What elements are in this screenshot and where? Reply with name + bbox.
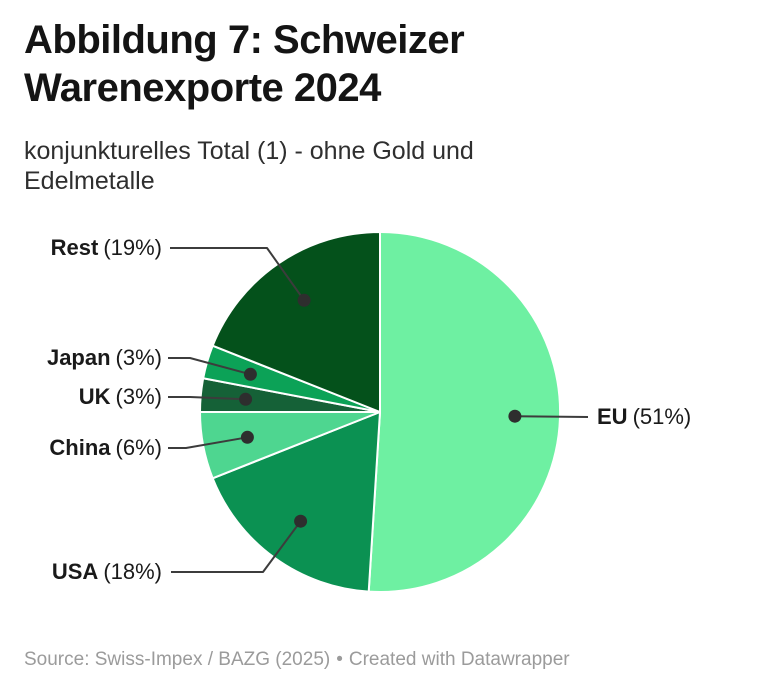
pie-label-china-pct: (6%) (115, 435, 162, 460)
connector-line-rest (170, 247, 305, 301)
footer-separator: • (336, 649, 343, 670)
connector-line-china (168, 436, 248, 449)
datawrapper-attribution-link[interactable]: Created with Datawrapper (348, 649, 570, 670)
anchor-dot-china (240, 430, 254, 444)
pie-label-usa: USA (18%) (52, 558, 162, 586)
pie-label-eu: EU (51%) (597, 403, 691, 431)
connector-line-usa (171, 520, 302, 573)
pie-label-rest-name: Rest (50, 235, 99, 260)
connector-line-uk (168, 396, 246, 401)
pie-label-japan-pct: (3%) (115, 345, 162, 370)
chart-footer: Source: Swiss-Impex / BAZG (2025) • Create… (24, 648, 570, 672)
pie-label-uk-name: UK (78, 384, 111, 409)
pie-slice-eu[interactable] (367, 231, 561, 593)
chart-subtitle: konjunkturelles Total (1) - ohne Gold un… (24, 137, 474, 195)
pie-label-japan: Japan (3%) (47, 344, 162, 372)
pie-label-japan-name: Japan (46, 345, 111, 370)
anchor-dot-rest (297, 293, 311, 307)
pie-label-china-name: China (49, 435, 111, 460)
pie-label-usa-pct: (18%) (103, 559, 162, 584)
pie-label-rest: Rest (19%) (51, 234, 162, 262)
pie-label-usa-name: USA (51, 559, 99, 584)
connector-line-japan (168, 357, 251, 376)
pie-label-china: China (6%) (49, 434, 162, 462)
anchor-dot-usa (294, 514, 308, 528)
chart-header: Abbildung 7: Schweizer Warenexporte 2024… (24, 16, 584, 196)
anchor-dot-uk (239, 392, 253, 406)
pie-label-rest-pct: (19%) (103, 235, 162, 260)
pie-label-eu-pct: (51%) (632, 404, 692, 429)
pie-label-eu-name: EU (597, 404, 628, 429)
connector-line-eu (514, 415, 589, 418)
chart-title: Abbildung 7: Schweizer Warenexporte 2024 (24, 18, 465, 110)
source-text: Source: Swiss-Impex / BAZG (2025) (24, 649, 331, 670)
anchor-dot-japan (243, 367, 257, 381)
anchor-dot-eu (508, 409, 522, 423)
pie-label-uk: UK (3%) (79, 383, 162, 411)
pie-label-uk-pct: (3%) (115, 384, 162, 409)
